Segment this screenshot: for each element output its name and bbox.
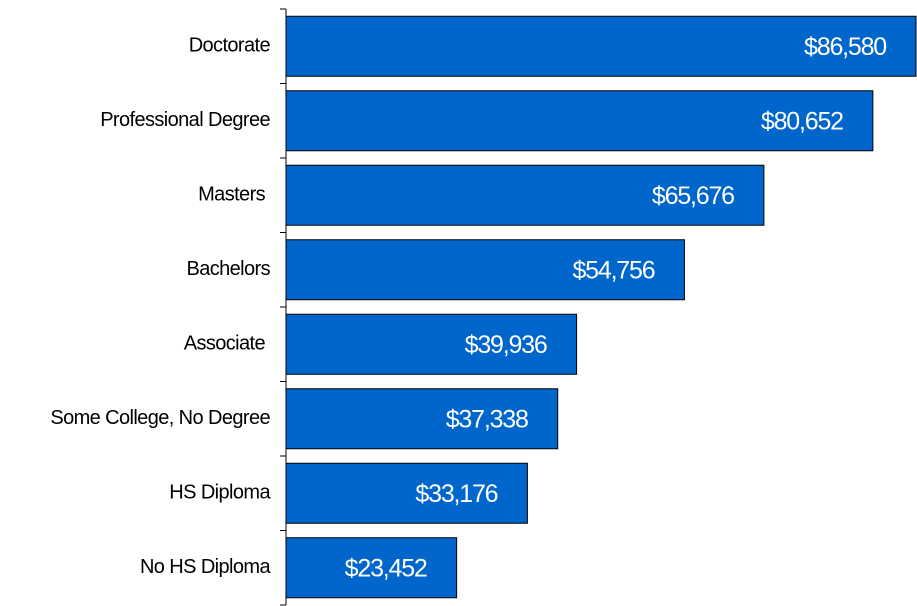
y-tick-label: Some College, No Degree <box>50 407 270 429</box>
value-label: $80,652 <box>761 107 843 135</box>
y-tick-label: Associate <box>184 333 270 355</box>
value-label: $86,580 <box>804 33 886 61</box>
value-label: $65,676 <box>652 182 734 210</box>
bar <box>285 90 874 152</box>
value-label: $37,338 <box>446 405 528 433</box>
y-tick-label: Doctorate <box>189 35 271 57</box>
value-label: $54,756 <box>572 256 654 284</box>
y-tick-label: Bachelors <box>186 258 270 280</box>
y-tick-label: No HS Diploma <box>140 556 271 578</box>
value-label: $33,176 <box>415 480 497 508</box>
bar <box>285 239 685 301</box>
bar <box>285 164 765 226</box>
bar <box>285 388 559 450</box>
value-label: $39,936 <box>465 331 547 359</box>
y-tick-label: Masters <box>198 184 270 206</box>
y-tick-label: HS Diploma <box>169 482 271 504</box>
y-tick-label: Professional Degree <box>100 109 270 131</box>
bar <box>285 15 917 77</box>
bar <box>285 313 578 375</box>
bar <box>285 462 528 524</box>
value-label: $23,452 <box>345 554 427 582</box>
